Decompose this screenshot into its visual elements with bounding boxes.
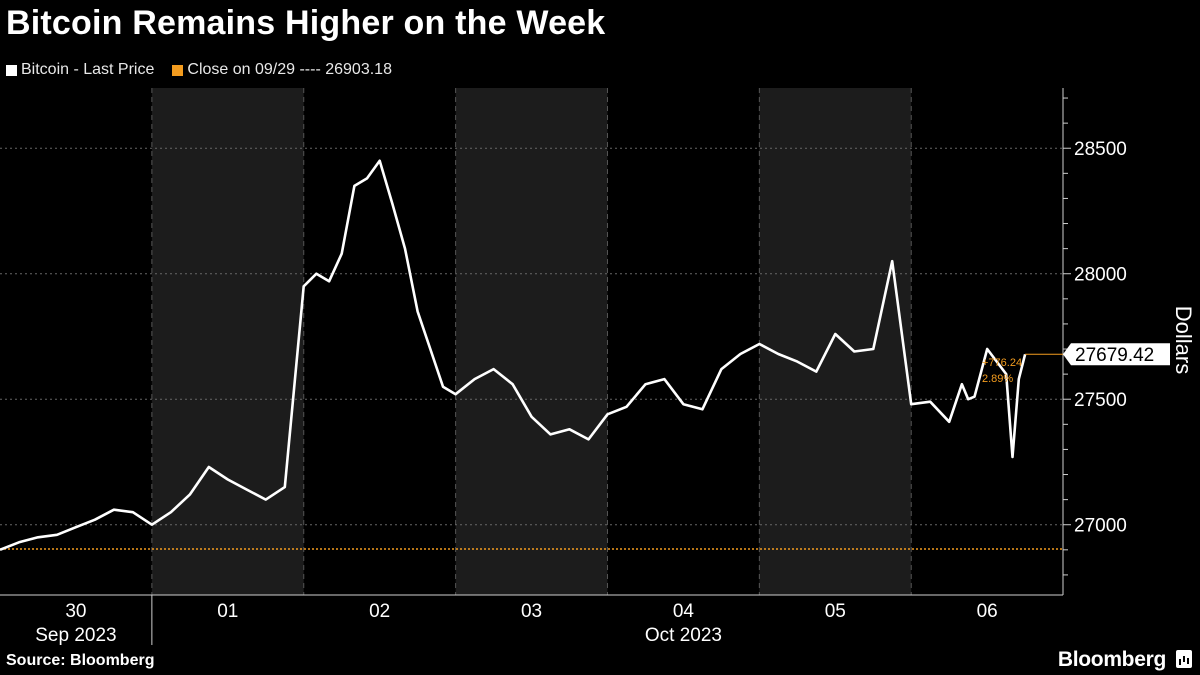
month-label-0: Sep 2023 <box>35 625 116 646</box>
vertical-gridlines <box>151 88 912 595</box>
y-tick-label-1: 27500 <box>1074 390 1127 411</box>
shaded-band-1 <box>455 88 608 595</box>
y-axis: 27000 27500 28000 28500 <box>1062 88 1127 595</box>
x-tick-label-2: 02 <box>369 601 390 622</box>
horizontal-gridlines <box>0 147 1063 526</box>
brand-logo: Bloomberg <box>1057 648 1166 671</box>
y-tick-label-2: 28000 <box>1074 265 1127 286</box>
last-price-value: 27679.42 <box>1075 345 1154 366</box>
legend-label-close: Close on 09/29 ---- 26903.18 <box>187 61 392 78</box>
legend: Bitcoin - Last Price Close on 09/29 ----… <box>6 61 410 79</box>
legend-swatch-close <box>172 64 184 76</box>
y-tick-label-0: 27000 <box>1074 516 1127 537</box>
y-axis-label: Dollars <box>1171 305 1196 375</box>
x-tick-label-3: 03 <box>521 601 542 622</box>
shaded-band-2 <box>759 88 912 595</box>
month-label-1: Oct 2023 <box>645 625 722 646</box>
legend-item-close: Close on 09/29 ---- 26903.18 <box>172 61 392 79</box>
shaded-band-0 <box>151 88 304 595</box>
legend-label-bitcoin: Bitcoin - Last Price <box>21 61 155 78</box>
series-line-bitcoin <box>0 159 1027 552</box>
x-tick-label-1: 01 <box>217 601 238 622</box>
last-price-box <box>1063 343 1170 366</box>
source-note: Source: Bloomberg <box>6 652 155 669</box>
last-price-change-pct: 2.89% <box>982 373 1013 385</box>
x-tick-label-0: 30 <box>65 601 86 622</box>
weekend-shading <box>151 88 912 595</box>
x-axis: 30 01 02 03 04 05 06 Sep 2023 Oct 2023 <box>0 594 1063 646</box>
x-tick-label-6: 06 <box>977 601 998 622</box>
y-tick-label-3: 28500 <box>1074 139 1127 160</box>
x-tick-label-5: 05 <box>825 601 846 622</box>
chart-title: Bitcoin Remains Higher on the Week <box>6 4 606 42</box>
last-price-change: +776.24 <box>982 357 1022 369</box>
legend-item-bitcoin: Bitcoin - Last Price <box>6 61 154 79</box>
x-tick-label-4: 04 <box>673 601 695 622</box>
legend-swatch-bitcoin <box>6 64 17 76</box>
last-price-marker: 27679.42 +776.24 2.89% <box>982 343 1170 385</box>
bloomberg-chart-icon <box>1176 650 1192 668</box>
